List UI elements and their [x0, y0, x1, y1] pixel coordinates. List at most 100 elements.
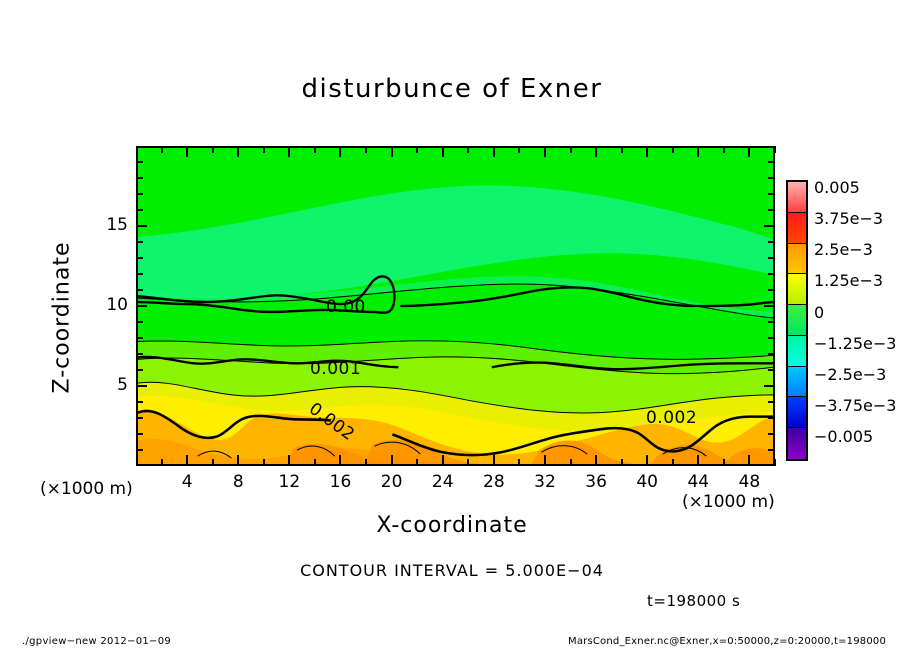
y-minor-tick-right	[768, 433, 775, 435]
x-major-tick-top	[339, 146, 342, 157]
colorbar-tick-label: 0	[814, 302, 825, 322]
y-minor-tick-right	[768, 161, 775, 163]
x-minor-tick-top	[365, 146, 368, 153]
y-minor-tick	[136, 289, 143, 291]
y-minor-tick	[136, 337, 143, 339]
contour-field	[138, 148, 773, 464]
x-minor-tick	[467, 459, 470, 466]
y-minor-tick-right	[768, 321, 775, 323]
contour-label: 0.001	[310, 359, 362, 379]
y-minor-tick	[136, 177, 143, 179]
x-minor-tick	[671, 459, 674, 466]
colorbar-tick-label: −0.005	[814, 427, 874, 447]
x-minor-tick	[365, 459, 368, 466]
x-major-tick	[543, 455, 546, 466]
x-minor-tick	[262, 459, 265, 466]
y-minor-tick-right	[768, 177, 775, 179]
time-stamp: t=198000 s	[647, 592, 741, 610]
x-tick-label: 28	[483, 472, 505, 492]
x-axis-title: X-coordinate	[376, 513, 528, 538]
y-minor-tick	[136, 273, 143, 275]
colorbar-band	[788, 243, 806, 275]
x-major-tick	[441, 455, 444, 466]
x-major-tick-top	[543, 146, 546, 157]
y-major-tick	[136, 225, 147, 227]
colorbar-band	[788, 366, 806, 398]
x-major-tick-top	[186, 146, 189, 157]
footer-source: MarsCond_Exner.nc@Exner,x=0:50000,z=0:20…	[568, 636, 887, 647]
contour-label: 0.00	[326, 297, 366, 317]
y-axis-title: Z-coordinate	[49, 241, 75, 394]
x-minor-tick	[722, 459, 725, 466]
x-major-tick-top	[390, 146, 393, 157]
x-minor-tick-top	[467, 146, 470, 153]
y-minor-tick-right	[768, 337, 775, 339]
x-units-left: (×1000 m)	[40, 479, 133, 499]
colorbar-band	[788, 335, 806, 367]
colorbar-band	[788, 305, 806, 336]
y-minor-tick	[136, 449, 143, 451]
colorbar-tick-label: −3.75e−3	[814, 396, 897, 416]
y-major-tick-right	[764, 305, 775, 307]
x-tick-label: 48	[738, 472, 761, 492]
x-units-right: (×1000 m)	[682, 492, 775, 512]
x-tick-label: 44	[687, 472, 710, 492]
colorbar-tick-label: 0.005	[814, 177, 860, 197]
x-tick-label: 16	[329, 472, 352, 492]
x-major-tick	[339, 455, 342, 466]
x-minor-tick-top	[620, 146, 623, 153]
y-minor-tick-right	[768, 401, 775, 403]
x-tick-label: 12	[278, 472, 301, 492]
x-minor-tick	[211, 459, 214, 466]
x-minor-tick	[569, 459, 572, 466]
x-major-tick	[390, 455, 393, 466]
x-minor-tick-top	[671, 146, 674, 153]
x-tick-label: 24	[431, 472, 454, 492]
y-minor-tick-right	[768, 369, 775, 371]
colorbar-tick-label: 2.5e−3	[814, 240, 873, 260]
y-tick-label: 5	[117, 375, 128, 395]
y-minor-tick	[136, 369, 143, 371]
y-minor-tick-right	[768, 257, 775, 259]
x-tick-label: 40	[636, 472, 658, 492]
y-major-tick	[136, 305, 147, 307]
colorbar-tick-label: 1.25e−3	[814, 271, 884, 291]
y-minor-tick	[136, 417, 143, 419]
x-minor-tick	[416, 459, 419, 466]
x-minor-tick-top	[313, 146, 316, 153]
page-title: disturbunce of Exner	[301, 74, 603, 104]
colorbar-band	[788, 428, 806, 459]
y-minor-tick	[136, 241, 143, 243]
x-minor-tick-top	[518, 146, 521, 153]
colorbar-tick-label: −2.5e−3	[814, 364, 887, 384]
x-tick-label: 8	[232, 472, 244, 492]
colorbar	[786, 180, 808, 461]
y-minor-tick	[136, 257, 143, 259]
x-major-tick-top	[492, 146, 495, 157]
x-major-tick-top	[646, 146, 649, 157]
colorbar-band	[788, 182, 806, 213]
x-minor-tick-top	[774, 146, 776, 153]
x-minor-tick-top	[569, 146, 572, 153]
x-major-tick	[646, 455, 649, 466]
x-major-tick-top	[288, 146, 291, 157]
x-tick-label: 20	[380, 472, 403, 492]
y-minor-tick	[136, 433, 143, 435]
contour-plot-area	[136, 146, 775, 466]
y-major-tick-right	[764, 385, 775, 387]
contour-interval-note: CONTOUR INTERVAL = 5.000E−04	[300, 561, 604, 580]
y-tick-label: 15	[106, 215, 128, 235]
y-minor-tick	[136, 401, 143, 403]
y-minor-tick-right	[768, 449, 775, 451]
contour-label: 0.002	[646, 408, 698, 428]
y-minor-tick	[136, 193, 143, 195]
colorbar-tick-label: 3.75e−3	[814, 208, 884, 228]
colorbar-band	[788, 397, 806, 429]
y-major-tick	[136, 385, 147, 387]
x-minor-tick	[313, 459, 316, 466]
colorbar-band	[788, 274, 806, 306]
x-major-tick-top	[595, 146, 598, 157]
x-major-tick	[748, 455, 751, 466]
x-minor-tick-top	[416, 146, 419, 153]
x-major-tick	[288, 455, 291, 466]
